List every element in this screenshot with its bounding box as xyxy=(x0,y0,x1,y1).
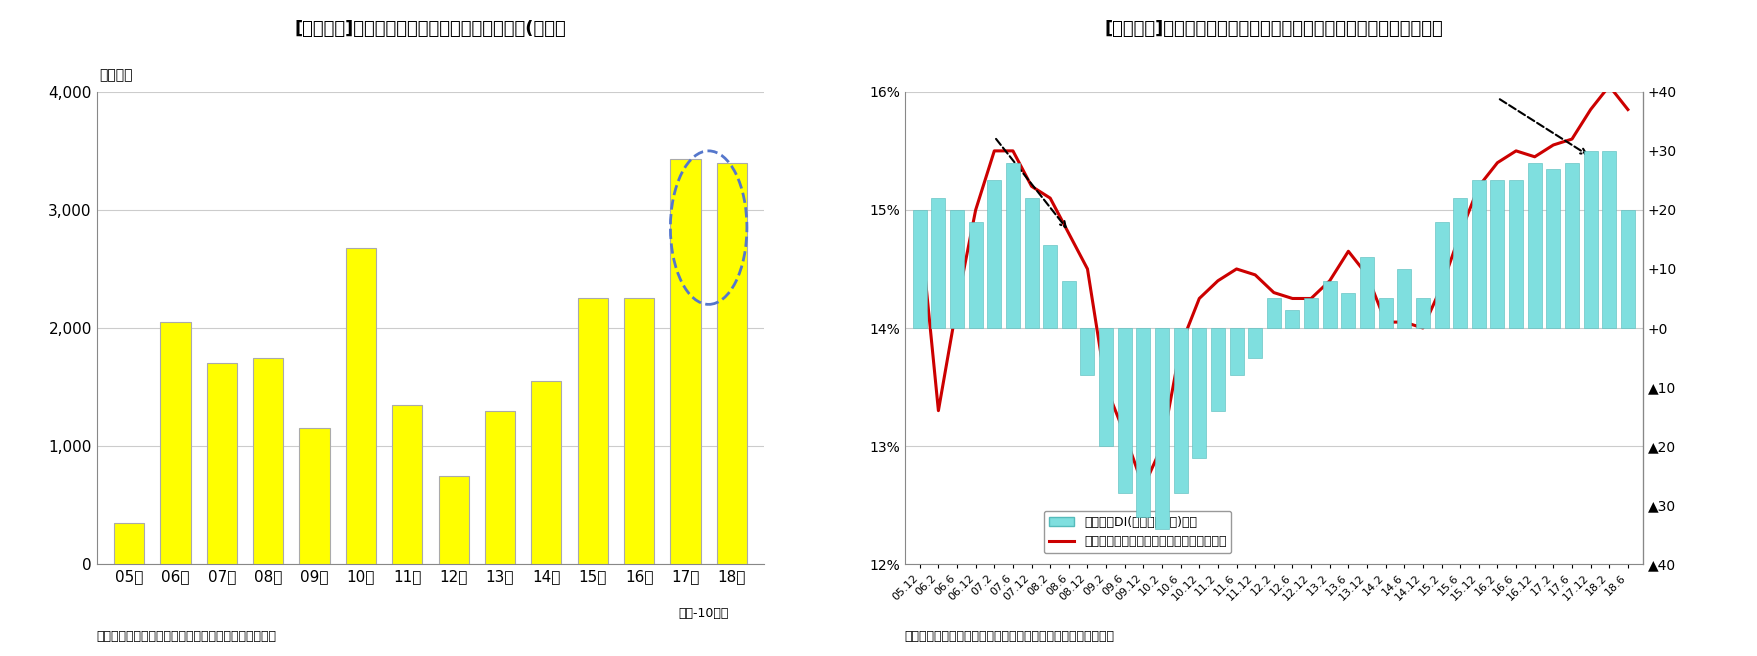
Bar xyxy=(1211,328,1225,411)
Bar xyxy=(1509,180,1523,328)
Bar xyxy=(671,159,701,564)
Bar xyxy=(1341,293,1355,328)
Bar xyxy=(987,180,1001,328)
Bar xyxy=(485,411,515,564)
Bar xyxy=(1100,328,1114,446)
Bar xyxy=(114,523,144,564)
Bar xyxy=(1061,281,1075,328)
Bar xyxy=(1024,198,1038,328)
Bar xyxy=(951,210,965,328)
Bar xyxy=(299,428,330,564)
Bar xyxy=(1193,328,1207,458)
Bar xyxy=(1137,328,1151,517)
Bar xyxy=(392,405,422,564)
Text: （１-10月）: （１-10月） xyxy=(678,607,729,620)
Bar xyxy=(1174,328,1188,493)
Bar xyxy=(439,476,469,564)
Bar xyxy=(624,298,654,564)
Bar xyxy=(160,322,190,564)
Bar xyxy=(1472,180,1486,328)
Bar xyxy=(1565,163,1580,328)
Bar xyxy=(1397,269,1411,328)
Text: （出所）開示資料をもとにニッセイ基礎研究所が作成: （出所）開示資料をもとにニッセイ基礎研究所が作成 xyxy=(97,630,276,643)
Bar xyxy=(578,298,608,564)
Bar xyxy=(1453,198,1467,328)
Bar xyxy=(1044,245,1058,328)
Bar xyxy=(1230,328,1244,375)
Bar xyxy=(717,163,747,564)
Bar xyxy=(1602,151,1616,328)
Text: （出所）日本銀行のデータをもとにニッセイ基礎研究所が作成: （出所）日本銀行のデータをもとにニッセイ基礎研究所が作成 xyxy=(905,630,1116,643)
Bar xyxy=(1622,210,1634,328)
Bar xyxy=(1323,281,1337,328)
Bar xyxy=(1304,298,1318,328)
Bar xyxy=(1379,298,1393,328)
Bar xyxy=(968,222,982,328)
Bar xyxy=(1434,222,1448,328)
Bar xyxy=(346,248,376,564)
Text: （億円）: （億円） xyxy=(98,68,132,83)
Text: [図表－２]：Ｊ－ＲＥＩＴによる不動産売却額(年間）: [図表－２]：Ｊ－ＲＥＩＴによる不動産売却額(年間） xyxy=(295,20,566,37)
Bar xyxy=(207,363,237,564)
Text: [図表－３]：不動産業向け貸出比率と貸出態度ＤＩ（不動産大企業）: [図表－３]：不動産業向け貸出比率と貸出態度ＤＩ（不動産大企業） xyxy=(1105,20,1442,37)
Bar xyxy=(1154,328,1168,529)
Bar xyxy=(1529,163,1541,328)
Bar xyxy=(1267,298,1281,328)
Legend: 貸出態度DI(不動産大企業)右軸, 国内銀行の不動産業向け貸出比率（左軸）: 貸出態度DI(不動産大企業)右軸, 国内銀行の不動産業向け貸出比率（左軸） xyxy=(1044,511,1232,553)
Bar xyxy=(914,210,926,328)
Bar xyxy=(253,358,283,564)
Bar xyxy=(1546,169,1560,328)
Bar xyxy=(931,198,945,328)
Bar xyxy=(1416,298,1430,328)
Bar xyxy=(1007,163,1019,328)
Bar xyxy=(531,381,562,564)
Bar xyxy=(1117,328,1132,493)
Bar xyxy=(1360,257,1374,328)
Bar xyxy=(1081,328,1095,375)
Bar xyxy=(1490,180,1504,328)
Bar xyxy=(1247,328,1262,358)
Bar xyxy=(1583,151,1597,328)
Bar xyxy=(1286,310,1300,328)
